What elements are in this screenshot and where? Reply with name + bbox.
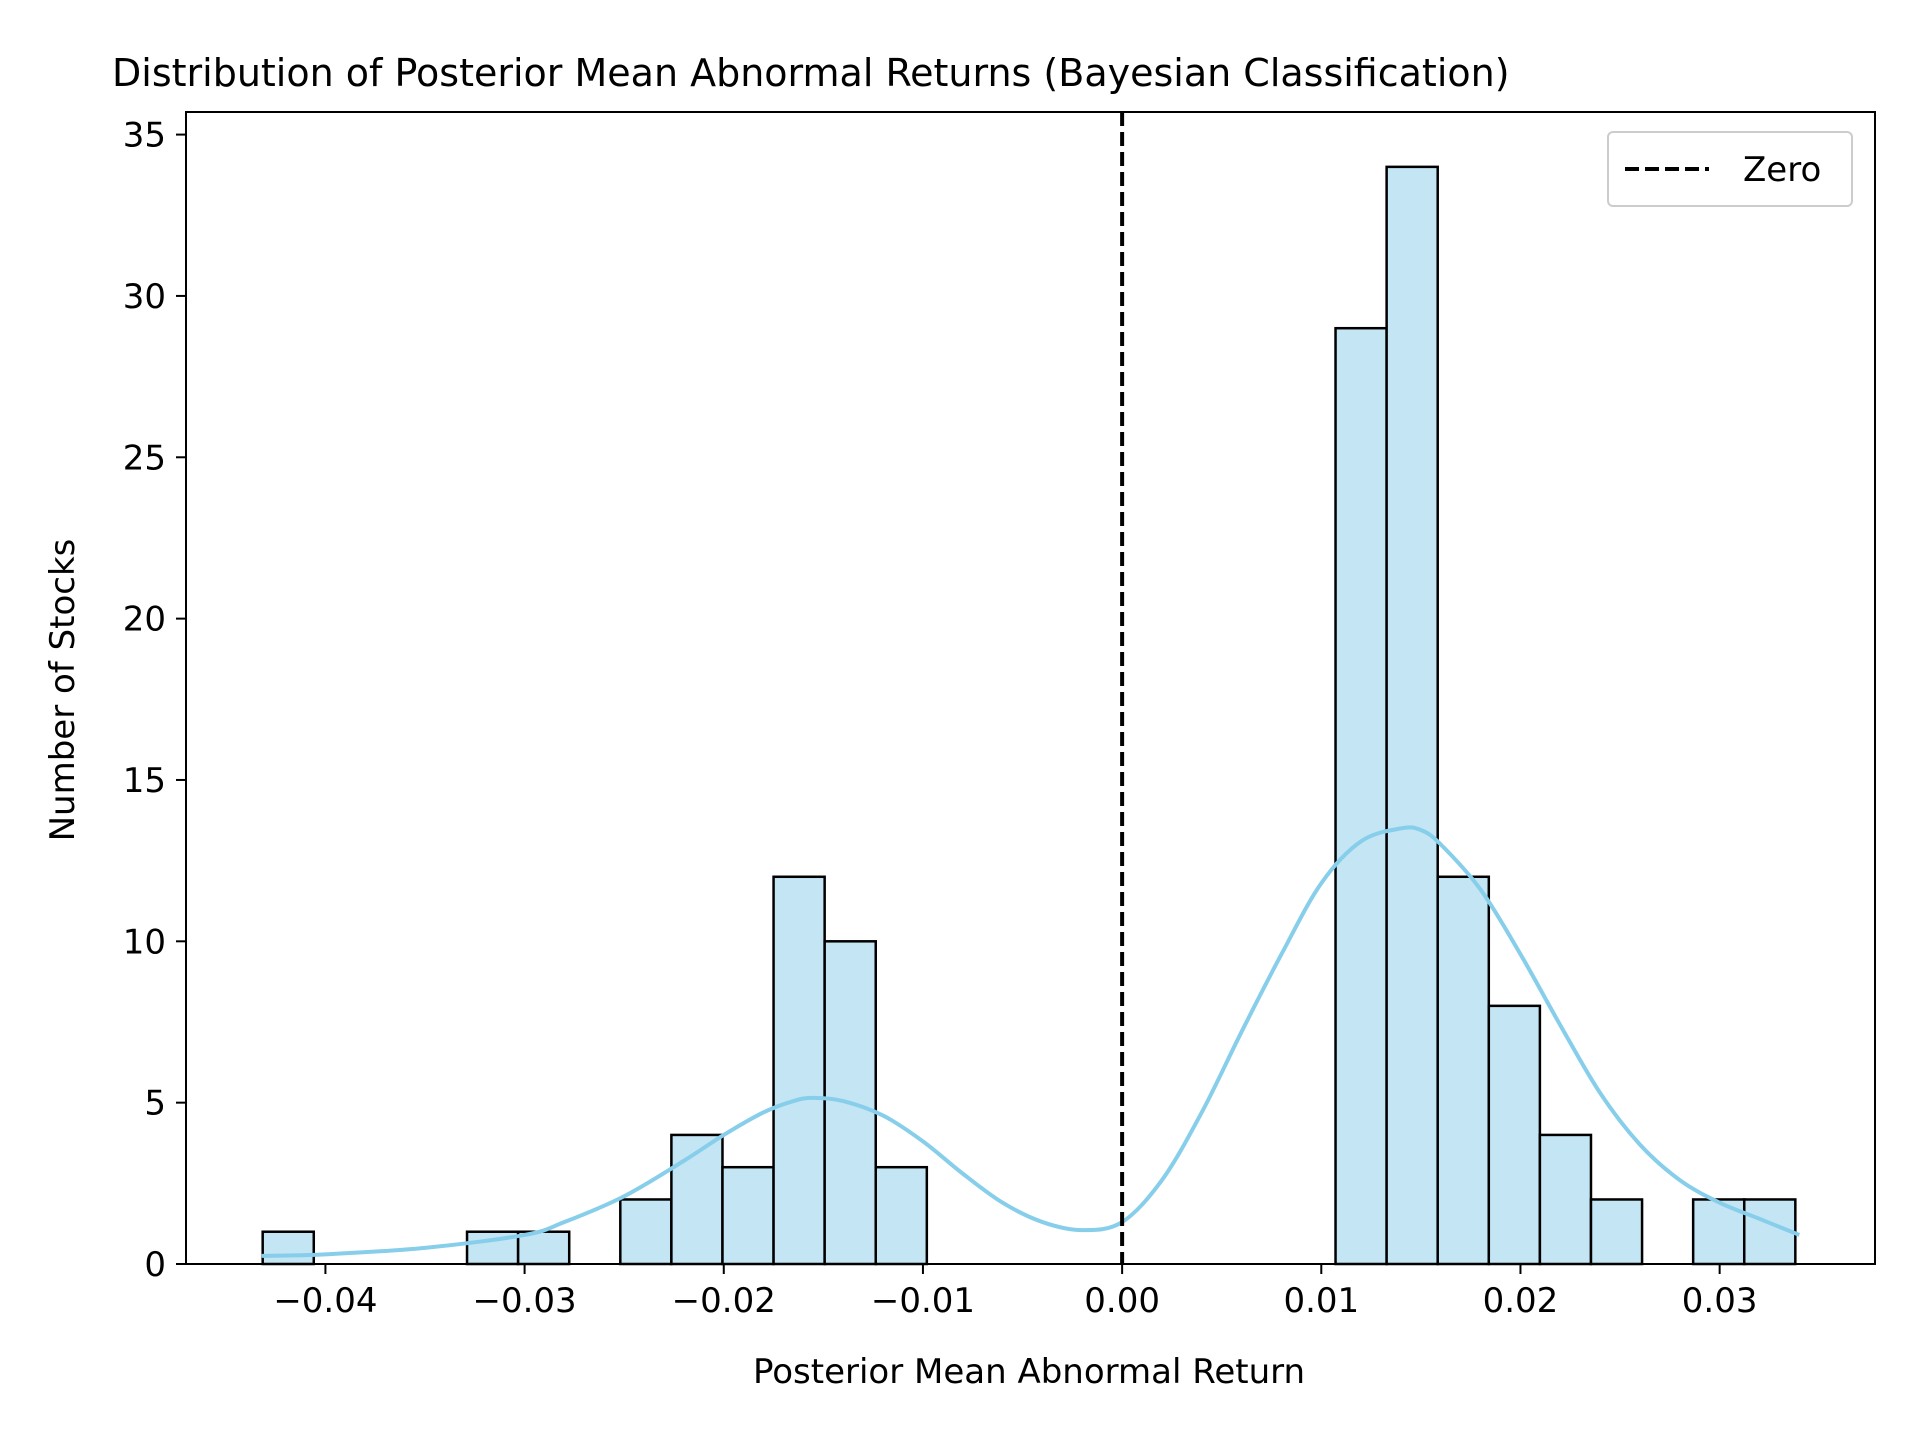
y-tick-label: 25 [123, 438, 166, 478]
legend-box [1607, 131, 1853, 207]
histogram-bar [1385, 165, 1439, 1266]
histogram-bar [516, 1230, 571, 1266]
histogram-bar [1436, 875, 1491, 1266]
y-tick-label: 30 [123, 277, 166, 317]
x-tick-label: −0.04 [273, 1281, 377, 1321]
y-tick-label: 5 [144, 1084, 166, 1124]
x-axis-label: Posterior Mean Abnormal Return [753, 1352, 1305, 1392]
histogram-bar [1487, 1004, 1542, 1266]
chart-title: Distribution of Posterior Mean Abnormal … [112, 51, 1510, 95]
histogram-bar [1538, 1133, 1593, 1266]
histogram-bar [1589, 1198, 1644, 1266]
legend: Zero [1607, 131, 1853, 207]
y-tick-label: 15 [123, 761, 166, 801]
y-tick-label: 20 [123, 600, 166, 640]
x-ticks: −0.04 −0.03 −0.02 −0.01 0.00 0.01 0.02 0.03 [273, 1264, 1757, 1321]
y-axis-label: Number of Stocks [43, 539, 83, 842]
histogram-bar [772, 875, 826, 1266]
histogram-bar [619, 1198, 673, 1266]
x-tick-label: −0.02 [672, 1281, 776, 1321]
y-tick-label: 10 [123, 922, 166, 962]
y-tick-label: 35 [123, 116, 166, 156]
x-tick-label: 0.01 [1283, 1281, 1359, 1321]
x-tick-label: −0.03 [472, 1281, 576, 1321]
kde-layer [261, 825, 1801, 1258]
x-tick-label: 0.03 [1682, 1281, 1758, 1321]
y-ticks: 0 5 10 15 20 25 30 35 [123, 116, 186, 1285]
axes-frame [185, 111, 1876, 1265]
histogram-bar [261, 1230, 316, 1266]
legend-label-zero: Zero [1743, 150, 1821, 190]
x-tick-label: −0.01 [871, 1281, 975, 1321]
histogram-bar [874, 1165, 929, 1266]
x-tick-label: 0.00 [1084, 1281, 1160, 1321]
histogram-bar [1334, 326, 1388, 1266]
bars-layer [261, 165, 1797, 1266]
kde-curve [261, 825, 1801, 1258]
y-tick-label: 0 [144, 1245, 166, 1285]
x-tick-label: 0.02 [1483, 1281, 1559, 1321]
histogram-bar [721, 1165, 775, 1266]
